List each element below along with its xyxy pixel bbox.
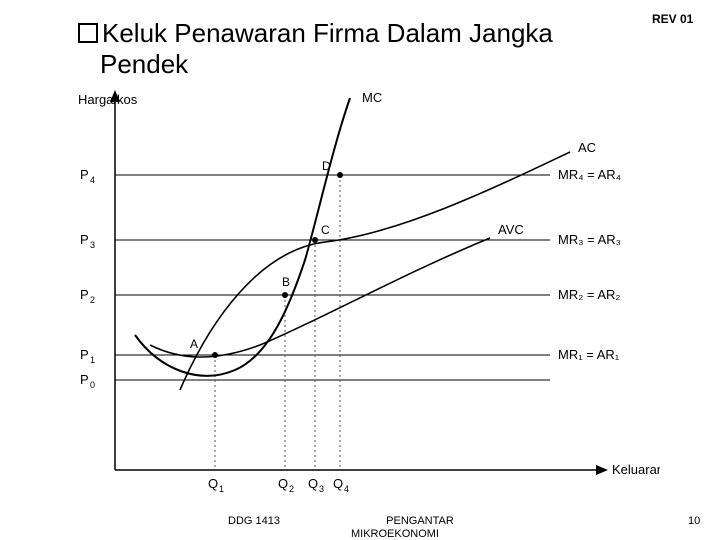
- svg-text:C: C: [321, 223, 330, 237]
- mc-curve: [135, 98, 350, 376]
- curves: [135, 98, 570, 390]
- svg-text:P: P: [80, 372, 89, 387]
- revision-label: REV 01: [652, 12, 693, 26]
- q-ticks: Q1 Q2 Q3 Q4: [208, 476, 349, 494]
- axes: [110, 90, 608, 475]
- svg-text:2: 2: [90, 295, 95, 305]
- footer-center-line1: PENGANTAR: [386, 515, 454, 527]
- vertical-guides: [215, 175, 340, 470]
- svg-text:P: P: [80, 287, 89, 302]
- svg-text:Q: Q: [333, 476, 343, 491]
- footer-course-code: DDG 1413: [228, 515, 280, 527]
- svg-text:4: 4: [344, 484, 349, 494]
- svg-text:Q: Q: [278, 476, 288, 491]
- title-line-2: Pendek: [100, 49, 188, 79]
- svg-text:Q: Q: [308, 476, 318, 491]
- svg-text:3: 3: [90, 240, 95, 250]
- title-line-1: Keluk Penawaran Firma Dalam Jangka: [102, 18, 553, 48]
- svg-text:1: 1: [219, 484, 224, 494]
- svg-text:0: 0: [90, 380, 95, 390]
- svg-text:D: D: [322, 159, 331, 173]
- avc-curve: [150, 238, 490, 357]
- page-number: 10: [688, 515, 700, 527]
- slide-title: Keluk Penawaran Firma Dalam Jangka Pende…: [78, 18, 638, 80]
- svg-text:P: P: [80, 167, 89, 182]
- footer-course-title: PENGANTAR MIKROEKONOMI: [315, 515, 475, 540]
- mc-label: MC: [362, 90, 382, 105]
- ac-label: AC: [578, 140, 596, 155]
- svg-text:3: 3: [319, 484, 324, 494]
- svg-text:A: A: [190, 337, 198, 351]
- svg-text:1: 1: [90, 355, 95, 365]
- supply-curve-chart: Harga/kos Keluaran P0 P1 MR₁ = AR₁ P2 MR…: [60, 90, 660, 500]
- bullet-icon: [78, 23, 98, 43]
- mr4-label: MR₄ = AR₄: [558, 167, 621, 182]
- mr2-label: MR₂ = AR₂: [558, 287, 620, 302]
- price-lines: P0 P1 MR₁ = AR₁ P2 MR₂ = AR₂ P3 MR₃ = AR…: [80, 167, 621, 390]
- svg-text:P: P: [80, 347, 89, 362]
- y-axis-title: Harga/kos: [78, 92, 138, 107]
- mr1-label: MR₁ = AR₁: [558, 347, 620, 362]
- svg-text:B: B: [282, 275, 290, 289]
- x-axis-title: Keluaran: [612, 462, 660, 477]
- mr3-label: MR₃ = AR₃: [558, 232, 621, 247]
- svg-text:Q: Q: [208, 476, 218, 491]
- avc-label: AVC: [498, 222, 524, 237]
- footer-center-line2: MIKROEKONOMI: [351, 528, 439, 540]
- svg-text:2: 2: [289, 484, 294, 494]
- svg-text:4: 4: [90, 175, 95, 185]
- svg-text:P: P: [80, 232, 89, 247]
- ac-curve: [180, 152, 570, 390]
